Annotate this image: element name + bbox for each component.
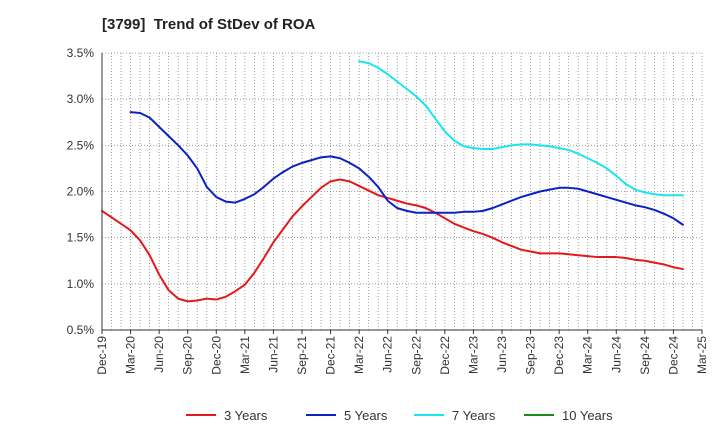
x-tick-label: Dec-21 xyxy=(324,336,338,375)
x-tick-label: Dec-23 xyxy=(552,336,566,375)
legend-label-7-years: 7 Years xyxy=(452,408,496,423)
x-tick-label: Mar-21 xyxy=(238,336,252,374)
x-tick-label: Sep-22 xyxy=(409,336,423,375)
series-line-7-years xyxy=(358,60,684,197)
x-tick-label: Sep-23 xyxy=(524,336,538,375)
legend-label-3-years: 3 Years xyxy=(224,408,268,423)
x-tick-label: Mar-20 xyxy=(124,336,138,374)
x-tick-label: Dec-22 xyxy=(438,336,452,375)
x-tick-label: Jun-20 xyxy=(152,336,166,373)
x-tick-label: Dec-24 xyxy=(666,336,680,375)
x-tick-label: Mar-24 xyxy=(581,336,595,374)
x-tick-label: Sep-20 xyxy=(181,336,195,375)
legend-label-5-years: 5 Years xyxy=(344,408,388,423)
y-tick-label: 1.0% xyxy=(67,277,95,291)
grid-layer xyxy=(101,52,703,331)
x-tick-label: Dec-19 xyxy=(95,336,109,375)
legend-layer: 3 Years 5 Years 7 Years 10 Years xyxy=(186,408,613,423)
x-tick-label: Jun-22 xyxy=(381,336,395,373)
x-tick-label: Sep-24 xyxy=(638,336,652,375)
axis-layer: 0.5% 1.0% 1.5% 2.0% 2.5% 3.0% 3.5% Dec-19 Mar-20… xyxy=(67,46,709,375)
x-tick-label: Jun-21 xyxy=(266,336,280,373)
y-tick-label: 2.5% xyxy=(67,138,95,152)
x-tick-label: Mar-22 xyxy=(352,336,366,374)
chart-title: [3799] Trend of StDev of ROA xyxy=(102,16,316,33)
x-tick-label: Dec-20 xyxy=(209,336,223,375)
y-tick-label: 1.5% xyxy=(67,231,95,245)
legend-label-10-years: 10 Years xyxy=(562,408,613,423)
x-tick-label: Jun-24 xyxy=(609,336,623,373)
x-tick-label: Mar-25 xyxy=(695,336,709,374)
series-line-5-years xyxy=(129,111,684,226)
x-tick-label: Jun-23 xyxy=(495,336,509,373)
y-tick-label: 3.0% xyxy=(67,92,95,106)
series-layer xyxy=(101,60,684,303)
y-tick-label: 3.5% xyxy=(67,46,95,60)
x-tick-label: Sep-21 xyxy=(295,336,309,375)
x-tick-label: Mar-23 xyxy=(466,336,480,374)
y-tick-label: 0.5% xyxy=(67,323,95,337)
series-line-3-years xyxy=(101,178,684,303)
y-tick-label: 2.0% xyxy=(67,185,95,199)
